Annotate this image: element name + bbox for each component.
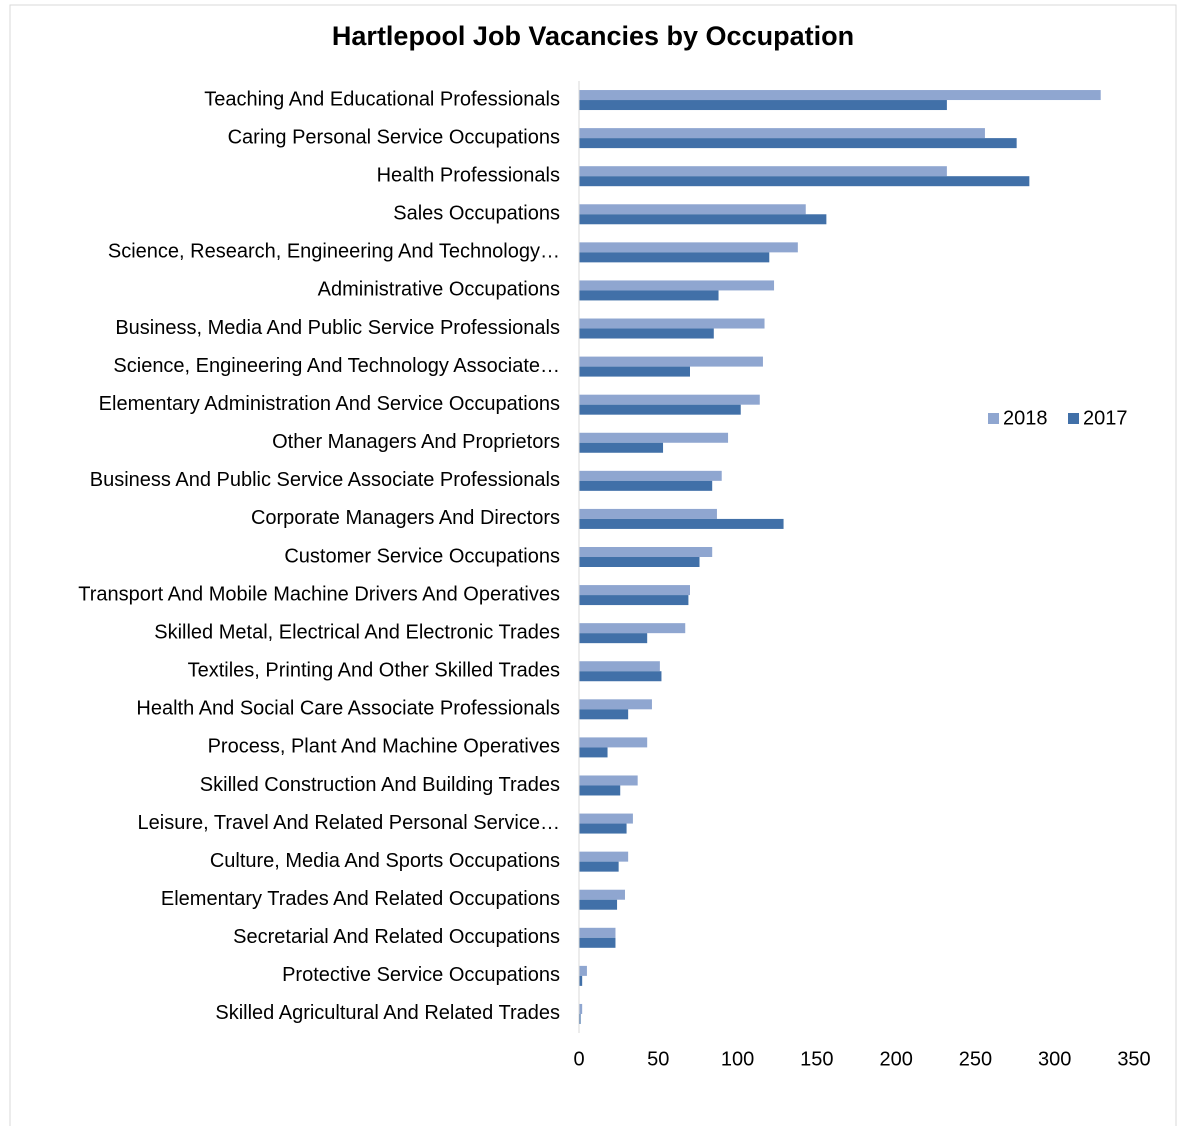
y-tick-label: Skilled Construction And Building Trades: [200, 774, 560, 796]
bar: [579, 480, 713, 491]
bar: [579, 671, 662, 682]
bar: [579, 470, 722, 481]
y-tick-label: Textiles, Printing And Other Skilled Tra…: [188, 660, 560, 682]
y-tick-label: Transport And Mobile Machine Drivers And…: [78, 583, 560, 605]
bar: [579, 785, 621, 796]
legend-swatch: [1068, 413, 1079, 424]
y-tick-label: Administrative Occupations: [318, 279, 560, 301]
bar: [579, 937, 616, 948]
bar: [579, 851, 629, 862]
bar: [579, 813, 633, 824]
y-tick-label: Caring Personal Service Occupations: [228, 126, 560, 148]
bar: [579, 100, 947, 111]
y-tick-label: Sales Occupations: [393, 203, 560, 225]
y-tick-label: Science, Engineering And Technology Asso…: [113, 355, 560, 377]
bar: [579, 975, 583, 986]
y-tick-label: Science, Research, Engineering And Techn…: [108, 241, 560, 263]
bar: [579, 394, 760, 405]
bar: [579, 775, 638, 786]
y-tick-label: Culture, Media And Sports Occupations: [210, 850, 560, 872]
y-tick-label: Teaching And Educational Professionals: [204, 88, 560, 110]
y-tick-label: Business, Media And Public Service Profe…: [115, 317, 560, 339]
y-tick-label: Health Professionals: [377, 164, 560, 186]
y-tick-label: Process, Plant And Machine Operatives: [208, 736, 560, 758]
bar: [579, 633, 648, 644]
bar: [579, 280, 775, 291]
bar: [579, 623, 686, 634]
bar: [579, 1013, 581, 1024]
bar: [579, 214, 827, 225]
bar: [579, 138, 1017, 149]
bar: [579, 737, 648, 748]
bar: [579, 861, 619, 872]
bar: [579, 328, 714, 339]
x-tick-label: 250: [959, 1048, 992, 1070]
x-tick-label: 200: [879, 1048, 912, 1070]
bar: [579, 442, 664, 453]
y-tick-label: Business And Public Service Associate Pr…: [90, 469, 560, 491]
legend-label: 2017: [1083, 407, 1128, 429]
x-tick-label: 150: [800, 1048, 833, 1070]
legend-swatch: [988, 413, 999, 424]
bar: [579, 166, 947, 177]
bar: [579, 432, 729, 443]
x-tick-label: 350: [1117, 1048, 1150, 1070]
bar: [579, 366, 690, 377]
bar: [579, 747, 608, 758]
x-tick-label: 100: [721, 1048, 754, 1070]
bar: [579, 90, 1101, 101]
y-tick-label: Elementary Administration And Service Oc…: [99, 393, 560, 415]
bar: [579, 927, 616, 938]
y-tick-label: Customer Service Occupations: [284, 545, 560, 567]
bar: [579, 356, 763, 367]
bar: [579, 518, 784, 529]
x-tick-label: 0: [573, 1048, 584, 1070]
y-tick-label: Secretarial And Related Occupations: [233, 926, 560, 948]
x-tick-label: 50: [647, 1048, 669, 1070]
bar: [579, 965, 587, 976]
bar: [579, 557, 700, 567]
bar: [579, 404, 741, 415]
y-tick-label: Health And Social Care Associate Profess…: [136, 698, 560, 720]
y-tick-label: Skilled Metal, Electrical And Electronic…: [154, 621, 560, 643]
x-tick-label: 300: [1038, 1048, 1071, 1070]
bar: [579, 290, 719, 301]
bar: [579, 585, 690, 596]
bar: [579, 699, 652, 710]
bar: [579, 508, 717, 519]
bar: [579, 318, 765, 329]
chart-title: Hartlepool Job Vacancies by Occupation: [332, 21, 854, 51]
y-tick-label: Elementary Trades And Related Occupation…: [161, 888, 560, 910]
y-tick-label: Other Managers And Proprietors: [272, 431, 560, 453]
bar: [579, 709, 629, 720]
bar: [579, 1003, 583, 1014]
y-tick-label: Skilled Agricultural And Related Trades: [215, 1002, 560, 1024]
y-tick-label: Protective Service Occupations: [282, 964, 560, 986]
legend-label: 2018: [1003, 407, 1048, 429]
bar: [579, 252, 770, 263]
bar: [579, 547, 713, 557]
bar: [579, 899, 618, 910]
y-tick-label: Corporate Managers And Directors: [251, 507, 560, 529]
bar: [579, 204, 806, 215]
y-tick-label: Leisure, Travel And Related Personal Ser…: [138, 812, 560, 834]
bar: [579, 661, 660, 672]
bar: [579, 176, 1030, 187]
bar: [579, 128, 985, 139]
bar: [579, 242, 798, 253]
bar: [579, 889, 625, 900]
bar: [579, 595, 689, 606]
bar: [579, 823, 627, 834]
